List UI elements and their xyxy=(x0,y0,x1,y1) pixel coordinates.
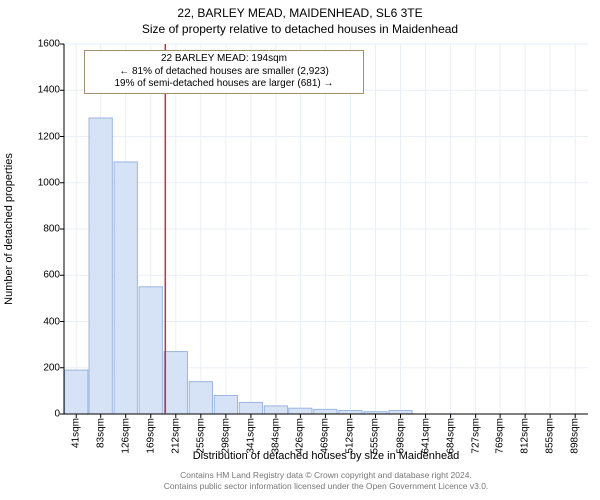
y-tick: 600 xyxy=(20,270,60,281)
x-tick: 512sqm xyxy=(345,418,356,454)
y-tick: 1600 xyxy=(20,39,60,50)
x-tick: 384sqm xyxy=(270,418,281,454)
x-tick: 812sqm xyxy=(520,418,531,454)
x-tick: 83sqm xyxy=(95,418,106,448)
y-tick: 400 xyxy=(20,316,60,327)
x-tick: 126sqm xyxy=(120,418,131,454)
plot-svg xyxy=(64,44,588,414)
title-line-2: Size of property relative to detached ho… xyxy=(0,22,600,38)
x-tick: 598sqm xyxy=(395,418,406,454)
x-tick: 255sqm xyxy=(195,418,206,454)
annotation-line-2: ← 81% of detached houses are smaller (2,… xyxy=(91,66,357,79)
annotation-title: 22 BARLEY MEAD: 194sqm xyxy=(91,53,357,66)
annotation-line-3: 19% of semi-detached houses are larger (… xyxy=(91,78,357,91)
y-tick: 1000 xyxy=(20,177,60,188)
title-block: 22, BARLEY MEAD, MAIDENHEAD, SL6 3TE Siz… xyxy=(0,0,600,37)
y-tick: 0 xyxy=(20,409,60,420)
plot-area: 22 BARLEY MEAD: 194sqm ← 81% of detached… xyxy=(64,44,588,414)
x-tick: 298sqm xyxy=(220,418,231,454)
x-tick: 641sqm xyxy=(420,418,431,454)
x-tick: 469sqm xyxy=(320,418,331,454)
x-tick: 555sqm xyxy=(370,418,381,454)
attribution-line-2: Contains public sector information licen… xyxy=(64,481,588,492)
y-tick: 200 xyxy=(20,362,60,373)
x-axis-label: Distribution of detached houses by size … xyxy=(64,450,588,462)
x-tick: 169sqm xyxy=(145,418,156,454)
x-tick: 684sqm xyxy=(445,418,456,454)
x-tick: 212sqm xyxy=(170,418,181,454)
x-tick: 855sqm xyxy=(545,418,556,454)
x-tick: 341sqm xyxy=(245,418,256,454)
attribution-line-1: Contains HM Land Registry data © Crown c… xyxy=(64,470,588,481)
y-axis-label: Number of detached properties xyxy=(0,44,19,414)
x-tick: 426sqm xyxy=(295,418,306,454)
x-tick: 769sqm xyxy=(495,418,506,454)
y-tick: 800 xyxy=(20,224,60,235)
y-axis-label-text: Number of detached properties xyxy=(3,153,15,305)
x-tick: 898sqm xyxy=(570,418,581,454)
y-tick: 1200 xyxy=(20,131,60,142)
x-tick: 727sqm xyxy=(470,418,481,454)
y-tick: 1400 xyxy=(20,85,60,96)
x-tick: 41sqm xyxy=(71,418,82,448)
attribution: Contains HM Land Registry data © Crown c… xyxy=(64,470,588,491)
title-line-1: 22, BARLEY MEAD, MAIDENHEAD, SL6 3TE xyxy=(0,6,600,22)
chart-container: 22, BARLEY MEAD, MAIDENHEAD, SL6 3TE Siz… xyxy=(0,0,600,500)
annotation-box: 22 BARLEY MEAD: 194sqm ← 81% of detached… xyxy=(84,50,364,94)
